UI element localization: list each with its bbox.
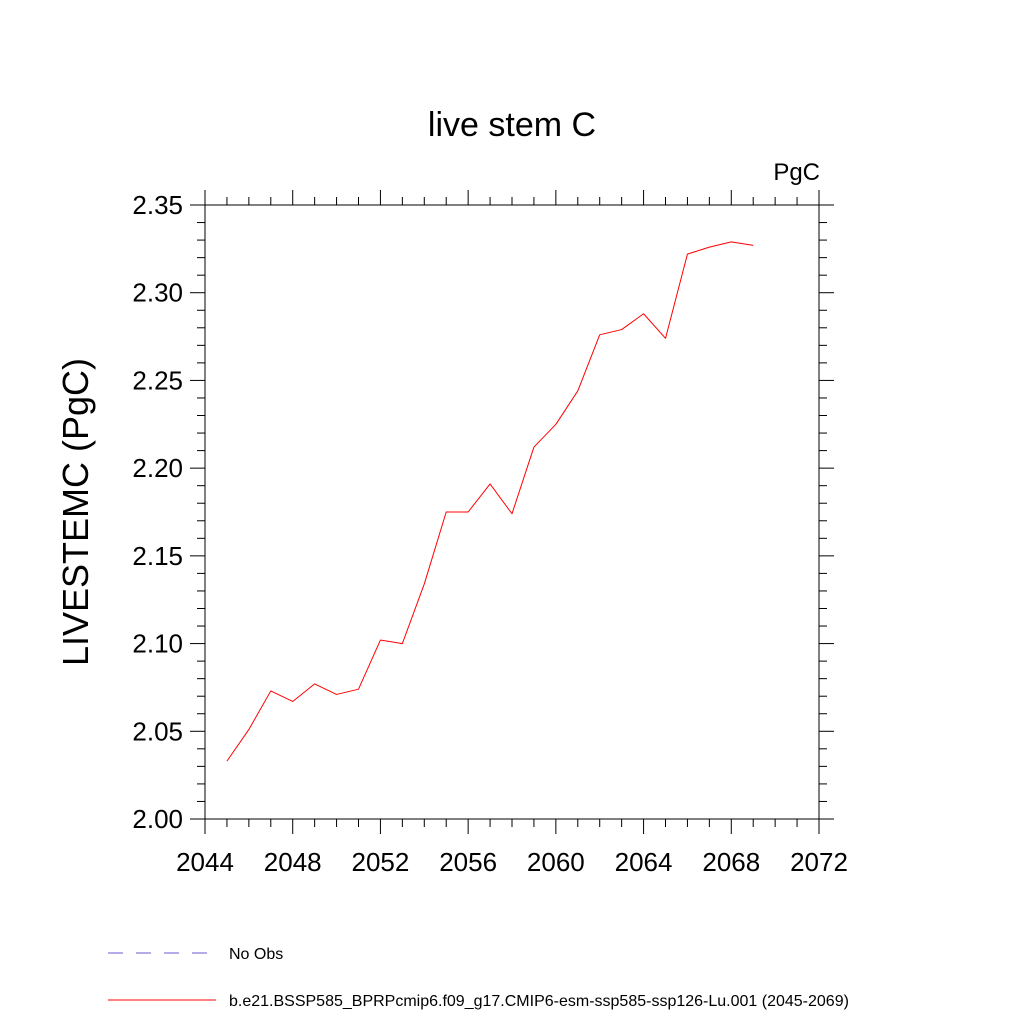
units-label: PgC: [773, 159, 820, 186]
plot-frame: [204, 204, 820, 820]
y-tick-label: 2.15: [132, 541, 183, 571]
x-tick-label: 2068: [702, 847, 760, 877]
legend: No Obs b.e21.BSSP585_BPRPcmip6.f09_g17.CM…: [108, 946, 849, 1010]
y-tick-label: 2.25: [132, 365, 183, 395]
tick-labels: 2044 2048 2052 2056 2060 2064 2068 2072 2.00 2.05…: [132, 190, 848, 877]
y-tick-label: 2.30: [132, 278, 183, 308]
axis-ticks: [190, 190, 834, 834]
y-tick-label: 2.05: [132, 716, 183, 746]
legend-label: b.e21.BSSP585_BPRPcmip6.f09_g17.CMIP6-es…: [229, 993, 849, 1010]
x-tick-label: 2072: [790, 847, 848, 877]
series-line: [226, 241, 754, 762]
y-tick-label: 2.00: [132, 804, 183, 834]
y-tick-label: 2.35: [132, 190, 183, 220]
x-tick-label: 2048: [264, 847, 322, 877]
y-tick-label: 2.20: [132, 453, 183, 483]
x-tick-label: 2064: [615, 847, 673, 877]
x-tick-label: 2052: [352, 847, 410, 877]
x-tick-label: 2060: [527, 847, 585, 877]
legend-label: No Obs: [229, 946, 283, 963]
x-tick-label: 2044: [176, 847, 234, 877]
chart-title: live stem C: [428, 106, 596, 144]
series-layer: [226, 241, 754, 762]
x-tick-label: 2056: [439, 847, 497, 877]
y-axis-label: LIVESTEMC (PgC): [55, 358, 96, 666]
y-tick-label: 2.10: [132, 629, 183, 659]
